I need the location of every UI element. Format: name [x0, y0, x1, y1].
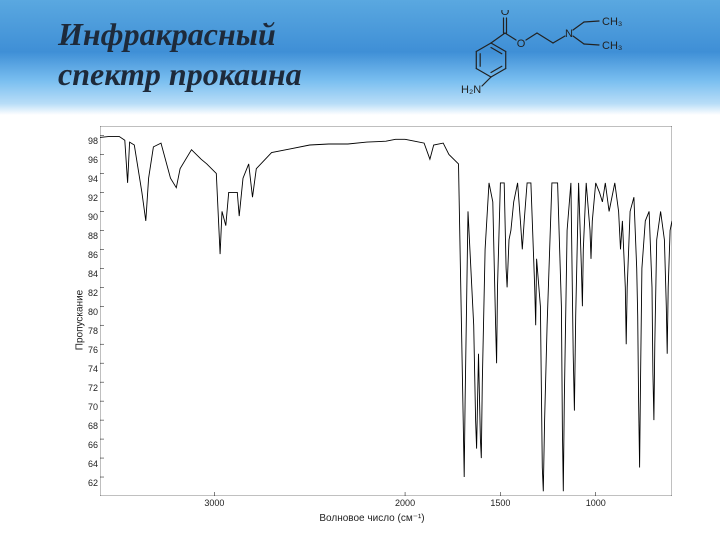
x-axis-label: Волновое число (см⁻¹)	[319, 513, 424, 524]
y-tick-label: 64	[88, 459, 98, 469]
title-line-1: Инфракрасный	[58, 16, 276, 52]
y-tick-label: 84	[88, 269, 98, 279]
spectrum-trace	[100, 136, 672, 491]
svg-text:CH₃: CH₃	[602, 40, 622, 52]
y-tick-label: 86	[88, 250, 98, 260]
y-tick-label: 98	[88, 136, 98, 146]
y-tick-label: 68	[88, 421, 98, 431]
x-tick-label: 3000	[204, 498, 224, 508]
plot-frame	[100, 126, 672, 496]
plot-area	[100, 126, 672, 496]
page-title: Инфракрасный спектр прокаина	[58, 14, 302, 94]
x-tick-label: 2000	[395, 498, 415, 508]
svg-text:N: N	[565, 28, 573, 40]
structure-diagram: H₂N O O N CH₃ CH₃	[436, 10, 696, 100]
x-tick-label: 1500	[490, 498, 510, 508]
y-tick-label: 62	[88, 478, 98, 488]
y-tick-label: 90	[88, 212, 98, 222]
y-ticks: 62 64 66 68 70 72 74 76 78 80 82 84 86 88 90 92 94 96 98	[78, 126, 100, 496]
svg-text:O: O	[501, 10, 510, 18]
y-tick-label: 72	[88, 383, 98, 393]
x-ticks: 3000 2000 1500 1000	[100, 498, 672, 512]
svg-text:CH₃: CH₃	[602, 16, 622, 28]
svg-text:O: O	[517, 38, 526, 50]
svg-text:H₂N: H₂N	[461, 84, 481, 96]
y-tick-label: 74	[88, 364, 98, 374]
y-tick-label: 66	[88, 440, 98, 450]
x-tick-label: 1000	[586, 498, 606, 508]
title-line-2: спектр прокаина	[58, 56, 302, 92]
header-banner: Инфракрасный спектр прокаина H₂N O O N CH₃ CH…	[0, 0, 720, 115]
y-tick-label: 80	[88, 307, 98, 317]
y-tick-label: 78	[88, 326, 98, 336]
ir-spectrum-chart: Пропускание Волновое число (см⁻¹) 626466…	[52, 120, 692, 520]
y-tick-label: 96	[88, 155, 98, 165]
y-tick-label: 70	[88, 402, 98, 412]
y-tick-label: 94	[88, 174, 98, 184]
y-tick-label: 92	[88, 193, 98, 203]
y-tick-label: 88	[88, 231, 98, 241]
y-tick-label: 82	[88, 288, 98, 298]
y-tick-label: 76	[88, 345, 98, 355]
